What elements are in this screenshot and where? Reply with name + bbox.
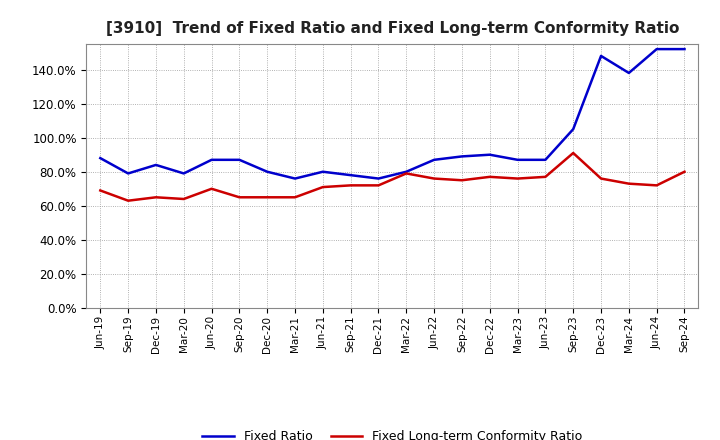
Fixed Long-term Conformity Ratio xyxy=(569,150,577,156)
Fixed Long-term Conformity Ratio xyxy=(179,196,188,202)
Fixed Long-term Conformity Ratio xyxy=(541,174,550,180)
Fixed Long-term Conformity Ratio xyxy=(291,194,300,200)
Fixed Long-term Conformity Ratio xyxy=(652,183,661,188)
Fixed Long-term Conformity Ratio xyxy=(513,176,522,181)
Fixed Ratio xyxy=(96,155,104,161)
Fixed Ratio xyxy=(207,157,216,162)
Fixed Ratio xyxy=(652,47,661,52)
Title: [3910]  Trend of Fixed Ratio and Fixed Long-term Conformity Ratio: [3910] Trend of Fixed Ratio and Fixed Lo… xyxy=(106,21,679,36)
Fixed Ratio xyxy=(152,162,161,168)
Fixed Ratio xyxy=(263,169,271,174)
Fixed Ratio xyxy=(513,157,522,162)
Line: Fixed Long-term Conformity Ratio: Fixed Long-term Conformity Ratio xyxy=(100,153,685,201)
Fixed Ratio xyxy=(430,157,438,162)
Fixed Long-term Conformity Ratio xyxy=(624,181,633,186)
Fixed Ratio xyxy=(346,172,355,178)
Fixed Ratio xyxy=(569,127,577,132)
Fixed Long-term Conformity Ratio xyxy=(680,169,689,174)
Fixed Ratio xyxy=(374,176,383,181)
Fixed Ratio xyxy=(291,176,300,181)
Fixed Ratio xyxy=(597,53,606,59)
Fixed Long-term Conformity Ratio xyxy=(374,183,383,188)
Fixed Long-term Conformity Ratio xyxy=(318,184,327,190)
Fixed Long-term Conformity Ratio xyxy=(402,171,410,176)
Fixed Long-term Conformity Ratio xyxy=(430,176,438,181)
Fixed Long-term Conformity Ratio xyxy=(485,174,494,180)
Fixed Long-term Conformity Ratio xyxy=(207,186,216,191)
Fixed Long-term Conformity Ratio xyxy=(152,194,161,200)
Fixed Long-term Conformity Ratio xyxy=(235,194,243,200)
Fixed Long-term Conformity Ratio xyxy=(597,176,606,181)
Fixed Ratio xyxy=(485,152,494,158)
Fixed Ratio xyxy=(402,169,410,174)
Fixed Long-term Conformity Ratio xyxy=(96,188,104,193)
Line: Fixed Ratio: Fixed Ratio xyxy=(100,49,685,179)
Fixed Ratio xyxy=(624,70,633,76)
Fixed Ratio xyxy=(680,47,689,52)
Legend: Fixed Ratio, Fixed Long-term Conformity Ratio: Fixed Ratio, Fixed Long-term Conformity … xyxy=(197,425,588,440)
Fixed Ratio xyxy=(541,157,550,162)
Fixed Long-term Conformity Ratio xyxy=(346,183,355,188)
Fixed Long-term Conformity Ratio xyxy=(458,178,467,183)
Fixed Ratio xyxy=(318,169,327,174)
Fixed Long-term Conformity Ratio xyxy=(124,198,132,203)
Fixed Ratio xyxy=(235,157,243,162)
Fixed Long-term Conformity Ratio xyxy=(263,194,271,200)
Fixed Ratio xyxy=(124,171,132,176)
Fixed Ratio xyxy=(179,171,188,176)
Fixed Ratio xyxy=(458,154,467,159)
